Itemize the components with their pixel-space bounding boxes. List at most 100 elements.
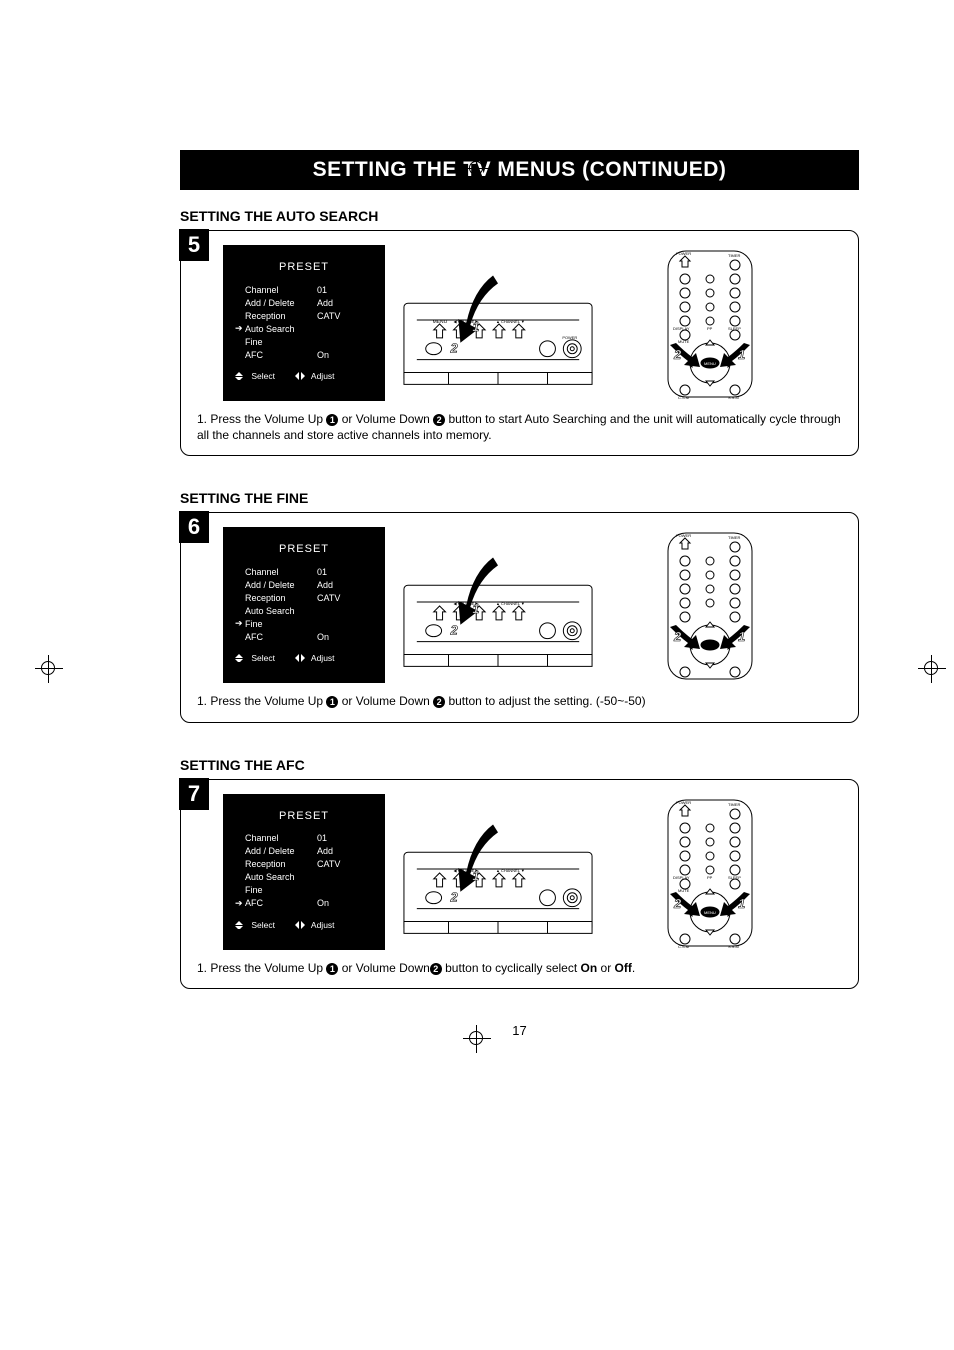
osd-row-value: Add — [317, 298, 333, 308]
callout-marker-1: 1 — [738, 347, 745, 362]
osd-foot-adjust: Adjust — [295, 653, 335, 663]
svg-text:MUTE: MUTE — [678, 888, 690, 893]
osd-selected-arrow-icon: ➔ — [235, 618, 245, 629]
svg-text:DISPLAY: DISPLAY — [673, 875, 690, 880]
circled-1-icon: 1 — [326, 414, 338, 426]
osd-foot-adjust: Adjust — [295, 371, 335, 381]
osd-foot-select: Select — [235, 920, 275, 930]
osd-row-label: Auto Search — [245, 872, 317, 882]
svg-text:MENU: MENU — [704, 910, 716, 915]
osd-row-label: Fine — [245, 337, 317, 347]
osd-row-value: On — [317, 632, 329, 642]
osd-row-label: AFC — [245, 632, 317, 642]
circled-2-icon: 2 — [433, 414, 445, 426]
osd-row-label: Channel — [245, 833, 317, 843]
osd-row-value: CATV — [317, 593, 340, 603]
svg-text:TIMER: TIMER — [728, 802, 741, 807]
callout-marker-2: 2 — [673, 347, 682, 362]
osd-row-label: Channel — [245, 285, 317, 295]
step-number-badge: 5 — [179, 229, 209, 261]
device-front input-diagram: ◀ VOLUME ▶▲ CHANNEL ▼ 2 1 — [399, 794, 597, 950]
osd-preset-screen: PRESET Channel01 Add / DeleteAdd Recepti… — [223, 794, 385, 950]
osd-row-value: CATV — [317, 859, 340, 869]
svg-text:DISPLAY: DISPLAY — [673, 326, 690, 331]
svg-text:2: 2 — [673, 629, 682, 644]
osd-row-label: Auto Search — [245, 324, 317, 334]
svg-text:MUTE: MUTE — [678, 339, 690, 344]
svg-text:SLEEP: SLEEP — [728, 875, 741, 880]
callout-marker-2: 2 — [449, 341, 458, 356]
circled-2-icon: 2 — [433, 696, 445, 708]
osd-selected-arrow-icon: ➔ — [235, 323, 245, 334]
step-block-7: 7 PRESET Channel01 Add / DeleteAdd Recep… — [180, 779, 859, 989]
device-front-panel-diagram: ◀ VOLUME ▶▲ CHANNEL ▼ 2 1 — [399, 527, 597, 683]
osd-row-value: On — [317, 898, 329, 908]
svg-text:2: 2 — [449, 623, 458, 638]
svg-text:PP: PP — [707, 875, 713, 880]
callout-marker-1: 1 — [472, 319, 479, 334]
svg-text:S.S.M: S.S.M — [728, 944, 739, 949]
svg-text:1: 1 — [738, 896, 745, 911]
osd-selected-arrow-icon: ➔ — [235, 898, 245, 909]
svg-text:POWER: POWER — [676, 800, 691, 805]
svg-text:1: 1 — [738, 629, 745, 644]
osd-foot-select: Select — [235, 653, 275, 663]
step-number-badge: 7 — [179, 778, 209, 810]
page-number: 17 — [180, 1023, 859, 1038]
svg-text:SLEEP: SLEEP — [728, 326, 741, 331]
svg-text:POWER: POWER — [676, 251, 691, 256]
circled-1-icon: 1 — [326, 963, 338, 975]
osd-row-label: Auto Search — [245, 606, 317, 616]
svg-text:C.S.M: C.S.M — [678, 395, 689, 400]
osd-row-value: 01 — [317, 285, 327, 295]
osd-preset-screen: PRESET Channel01 Add / DeleteAdd Recepti… — [223, 245, 385, 401]
device-power-label: POWER — [562, 335, 577, 340]
osd-row-value: CATV — [317, 311, 340, 321]
step-block-6: 6 PRESET Channel01 Add / DeleteAdd Recep… — [180, 512, 859, 722]
circled-2-icon: 2 — [430, 963, 442, 975]
osd-title: PRESET — [235, 543, 373, 555]
osd-title: PRESET — [235, 261, 373, 273]
osd-rows: Channel01 Add / DeleteAdd ReceptionCATV … — [235, 283, 373, 361]
section-heading-auto-search: SETTING THE AUTO SEARCH — [180, 208, 859, 224]
osd-row-label: Reception — [245, 593, 317, 603]
remote-control-diagram: POWER TIMER 2 1 — [611, 527, 809, 683]
svg-text:2: 2 — [673, 896, 682, 911]
osd-foot-adjust: Adjust — [295, 920, 335, 930]
instruction-text: 1. Press the Volume Up 1 or Volume Down … — [197, 411, 842, 443]
instruction-text: 1. Press the Volume Up 1 or Volume Down … — [197, 693, 842, 709]
registration-mark-top — [463, 155, 491, 183]
osd-row-value: On — [317, 350, 329, 360]
svg-text:1: 1 — [472, 867, 479, 882]
osd-row-value: Add — [317, 580, 333, 590]
svg-text:C.S.M: C.S.M — [678, 944, 689, 949]
remote-control-diagram: POWER TIMER DISPLAY MUTE PP SLEEP MENU C.S.M… — [611, 794, 809, 950]
section-heading-fine: SETTING THE FINE — [180, 490, 859, 506]
device-menu-label: MENU — [433, 319, 448, 325]
svg-text:TIMER: TIMER — [728, 535, 741, 540]
svg-text:POWER: POWER — [676, 533, 691, 538]
svg-text:▲ CHANNEL ▼: ▲ CHANNEL ▼ — [496, 868, 525, 873]
osd-row-value: 01 — [317, 833, 327, 843]
svg-text:TIMER: TIMER — [728, 253, 741, 258]
registration-mark-bottom — [463, 1025, 491, 1053]
registration-mark-right — [918, 655, 946, 683]
page-title-bar: SETTING THE TV MENUS (CONTINUED) — [180, 150, 859, 190]
svg-text:S.S.M: S.S.M — [728, 395, 739, 400]
svg-text:PP: PP — [707, 326, 713, 331]
device-front-panel-diagram: MENU ◀ VOLUME ▶ ▲ CHANNEL ▼ POWER 2 1 — [399, 245, 597, 401]
osd-row-label: AFC — [245, 898, 317, 908]
circled-1-icon: 1 — [326, 696, 338, 708]
manual-page: SETTING THE TV MENUS (CONTINUED) SETTING… — [0, 0, 954, 1118]
svg-text:2: 2 — [449, 889, 458, 904]
instruction-text: 1. Press the Volume Up 1 or Volume Down2… — [197, 960, 842, 976]
osd-row-label: Fine — [245, 885, 317, 895]
osd-row-label: Reception — [245, 859, 317, 869]
osd-rows: Channel01 Add / DeleteAdd ReceptionCATV … — [235, 565, 373, 643]
osd-foot-select: Select — [235, 371, 275, 381]
osd-row-label: Fine — [245, 619, 317, 629]
registration-mark-left — [35, 655, 63, 683]
svg-text:MENU: MENU — [704, 361, 716, 366]
device-channel-label: ▲ CHANNEL ▼ — [496, 319, 525, 324]
osd-row-label: Add / Delete — [245, 846, 317, 856]
